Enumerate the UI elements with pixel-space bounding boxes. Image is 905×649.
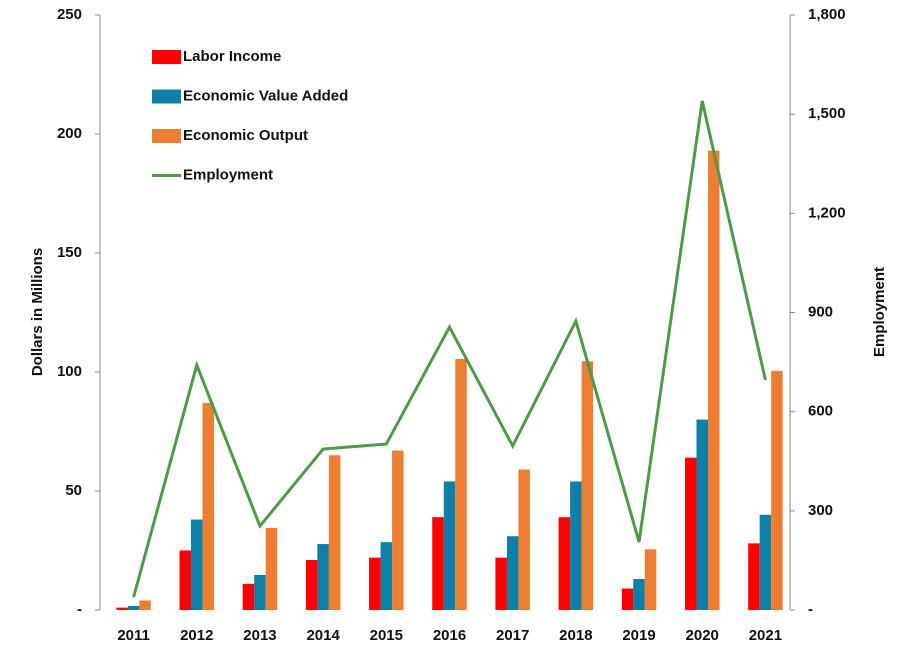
bar	[581, 361, 594, 610]
x-tick-label: 2012	[180, 627, 213, 644]
x-tick-label: 2020	[686, 627, 719, 644]
bar	[696, 419, 708, 610]
bar	[759, 514, 772, 610]
bar	[369, 557, 381, 610]
y-tick-label: 50	[65, 482, 82, 499]
bar	[254, 575, 266, 610]
bar	[305, 560, 318, 610]
bar	[495, 557, 507, 610]
bar	[392, 450, 404, 610]
bar	[179, 550, 192, 610]
x-tick-label: 2018	[559, 627, 592, 644]
bar	[265, 527, 278, 610]
legend-label: Employment	[183, 166, 273, 183]
bar	[380, 542, 393, 610]
bar	[558, 517, 571, 610]
y2-tick-label: 1,200	[808, 204, 846, 221]
bar	[328, 455, 341, 610]
x-tick-label: 2019	[622, 627, 655, 644]
x-tick-label: 2013	[243, 627, 276, 644]
y2-tick-label: -	[808, 601, 813, 618]
bar	[191, 519, 203, 610]
y-tick-label: 100	[57, 363, 82, 380]
bar	[443, 481, 456, 610]
bar	[771, 370, 783, 610]
legend-label: Labor Income	[183, 48, 281, 65]
legend-label: Economic Value Added	[183, 87, 348, 104]
y2-axis-label: Employment	[871, 267, 888, 357]
bar	[139, 600, 151, 610]
y2-tick-label: 1,500	[808, 105, 846, 122]
bar	[748, 543, 760, 610]
bar	[127, 605, 140, 610]
y-tick-label: -	[77, 601, 82, 618]
bar	[202, 402, 215, 610]
legend-swatch	[152, 129, 181, 143]
x-tick-label: 2016	[433, 627, 466, 644]
bar	[432, 517, 444, 610]
x-tick-label: 2014	[306, 627, 340, 644]
y2-tick-label: 300	[808, 502, 833, 519]
y2-tick-label: 600	[808, 403, 833, 420]
bar	[317, 544, 329, 610]
x-tick-label: 2021	[749, 627, 782, 644]
y-tick-label: 200	[57, 125, 82, 142]
x-tick-label: 2011	[117, 627, 150, 644]
bar	[707, 150, 720, 610]
bar	[242, 583, 255, 610]
y2-tick-label: 900	[808, 303, 833, 320]
bar	[684, 457, 697, 610]
y-tick-label: 150	[57, 244, 82, 261]
line	[132, 100, 767, 598]
bar	[455, 358, 467, 610]
bar	[633, 579, 645, 610]
y2-tick-label: 1,800	[808, 6, 846, 23]
bar	[116, 607, 128, 610]
bar	[506, 536, 519, 610]
legend-label: Economic Output	[183, 127, 308, 144]
y-axis-label: Dollars in Millions	[29, 248, 46, 376]
legend-swatch	[152, 50, 181, 64]
y-tick-label: 250	[57, 6, 82, 23]
bar	[518, 469, 530, 610]
bar	[644, 549, 657, 610]
x-tick-label: 2017	[496, 627, 529, 644]
x-tick-label: 2015	[370, 627, 403, 644]
bar	[570, 481, 582, 610]
legend-swatch	[152, 89, 181, 104]
bar	[621, 588, 634, 610]
